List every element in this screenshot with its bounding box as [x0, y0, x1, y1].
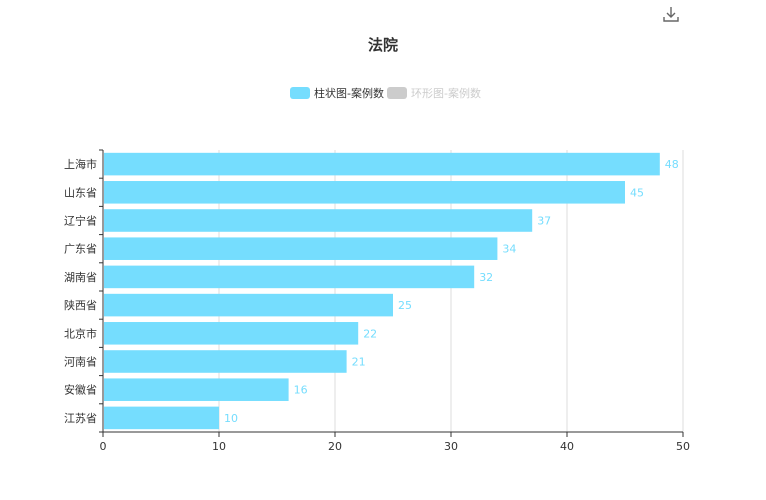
legend-label-ring: 环形图-案例数 [411, 86, 481, 100]
data-label-4: 32 [479, 271, 493, 284]
category-label-4: 湖南省 [64, 271, 97, 284]
bar-2[interactable] [104, 209, 533, 232]
legend-item-ring[interactable]: 环形图-案例数 [387, 86, 481, 100]
category-label-3: 广东省 [64, 243, 97, 256]
labels: 上海市 48 山东省 45 辽宁省 37 广东省 34 湖南省 32 陕西省 25 北京市 22 河南省 21… [64, 157, 690, 453]
legend-item-bar[interactable]: 柱状图-案例数 [290, 86, 384, 100]
bars [104, 152, 660, 430]
bar-3[interactable] [104, 237, 498, 260]
category-label-0: 上海市 [64, 157, 97, 171]
download-icon[interactable] [663, 6, 679, 22]
x-tick-label-0: 0 [100, 440, 107, 453]
axes [99, 149, 684, 437]
x-tick-label-20: 20 [328, 440, 342, 453]
category-label-5: 陕西省 [64, 298, 97, 312]
x-tick-label-40: 40 [560, 440, 574, 453]
bar-4[interactable] [104, 265, 475, 289]
data-label-5: 25 [398, 299, 412, 312]
legend-label-bar: 柱状图-案例数 [314, 86, 384, 100]
category-label-2: 辽宁省 [64, 214, 97, 228]
bar-9[interactable] [104, 406, 219, 430]
category-label-8: 安徽省 [64, 383, 97, 397]
x-tick-label-10: 10 [212, 440, 226, 453]
data-label-1: 45 [630, 186, 644, 199]
legend: 柱状图-案例数 环形图-案例数 [290, 86, 481, 100]
data-label-3: 34 [502, 243, 516, 256]
data-label-9: 10 [224, 412, 238, 425]
data-label-7: 21 [352, 356, 366, 369]
bar-1[interactable] [104, 181, 625, 204]
bar-6[interactable] [104, 322, 359, 345]
category-label-7: 河南省 [64, 356, 97, 369]
data-label-8: 16 [294, 384, 308, 397]
category-label-9: 江苏省 [64, 412, 97, 425]
bar-7[interactable] [104, 350, 347, 373]
data-label-6: 22 [363, 327, 377, 340]
category-label-1: 山东省 [64, 186, 97, 199]
category-label-6: 北京市 [64, 326, 97, 340]
data-label-2: 37 [537, 215, 551, 228]
chart-title: 法院 [368, 36, 398, 54]
x-tick-label-30: 30 [444, 440, 458, 453]
data-label-0: 48 [665, 158, 679, 171]
x-tick-label-50: 50 [676, 440, 690, 453]
bar-5[interactable] [104, 293, 393, 317]
bar-0[interactable] [104, 152, 660, 176]
bar-8[interactable] [104, 378, 289, 401]
legend-swatch-bar [290, 87, 310, 99]
legend-swatch-ring [387, 87, 407, 99]
